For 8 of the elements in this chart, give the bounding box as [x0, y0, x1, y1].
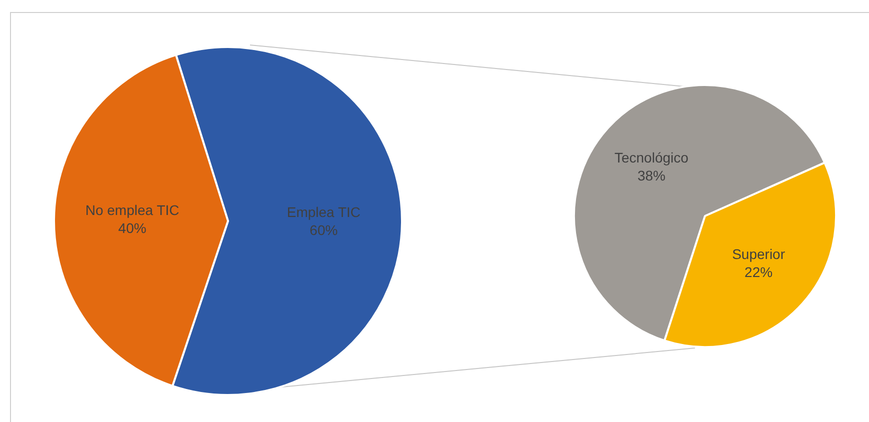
slice-label: No emplea TIC — [85, 202, 180, 218]
data-label: 60% — [310, 222, 338, 238]
data-label: 40% — [118, 220, 146, 236]
data-label: 38% — [637, 168, 666, 184]
data-label: 22% — [744, 264, 773, 280]
slice-label: Tecnológico — [614, 150, 689, 166]
slice-label: Emplea TIC — [286, 204, 361, 220]
slice-label: Superior — [732, 246, 786, 262]
